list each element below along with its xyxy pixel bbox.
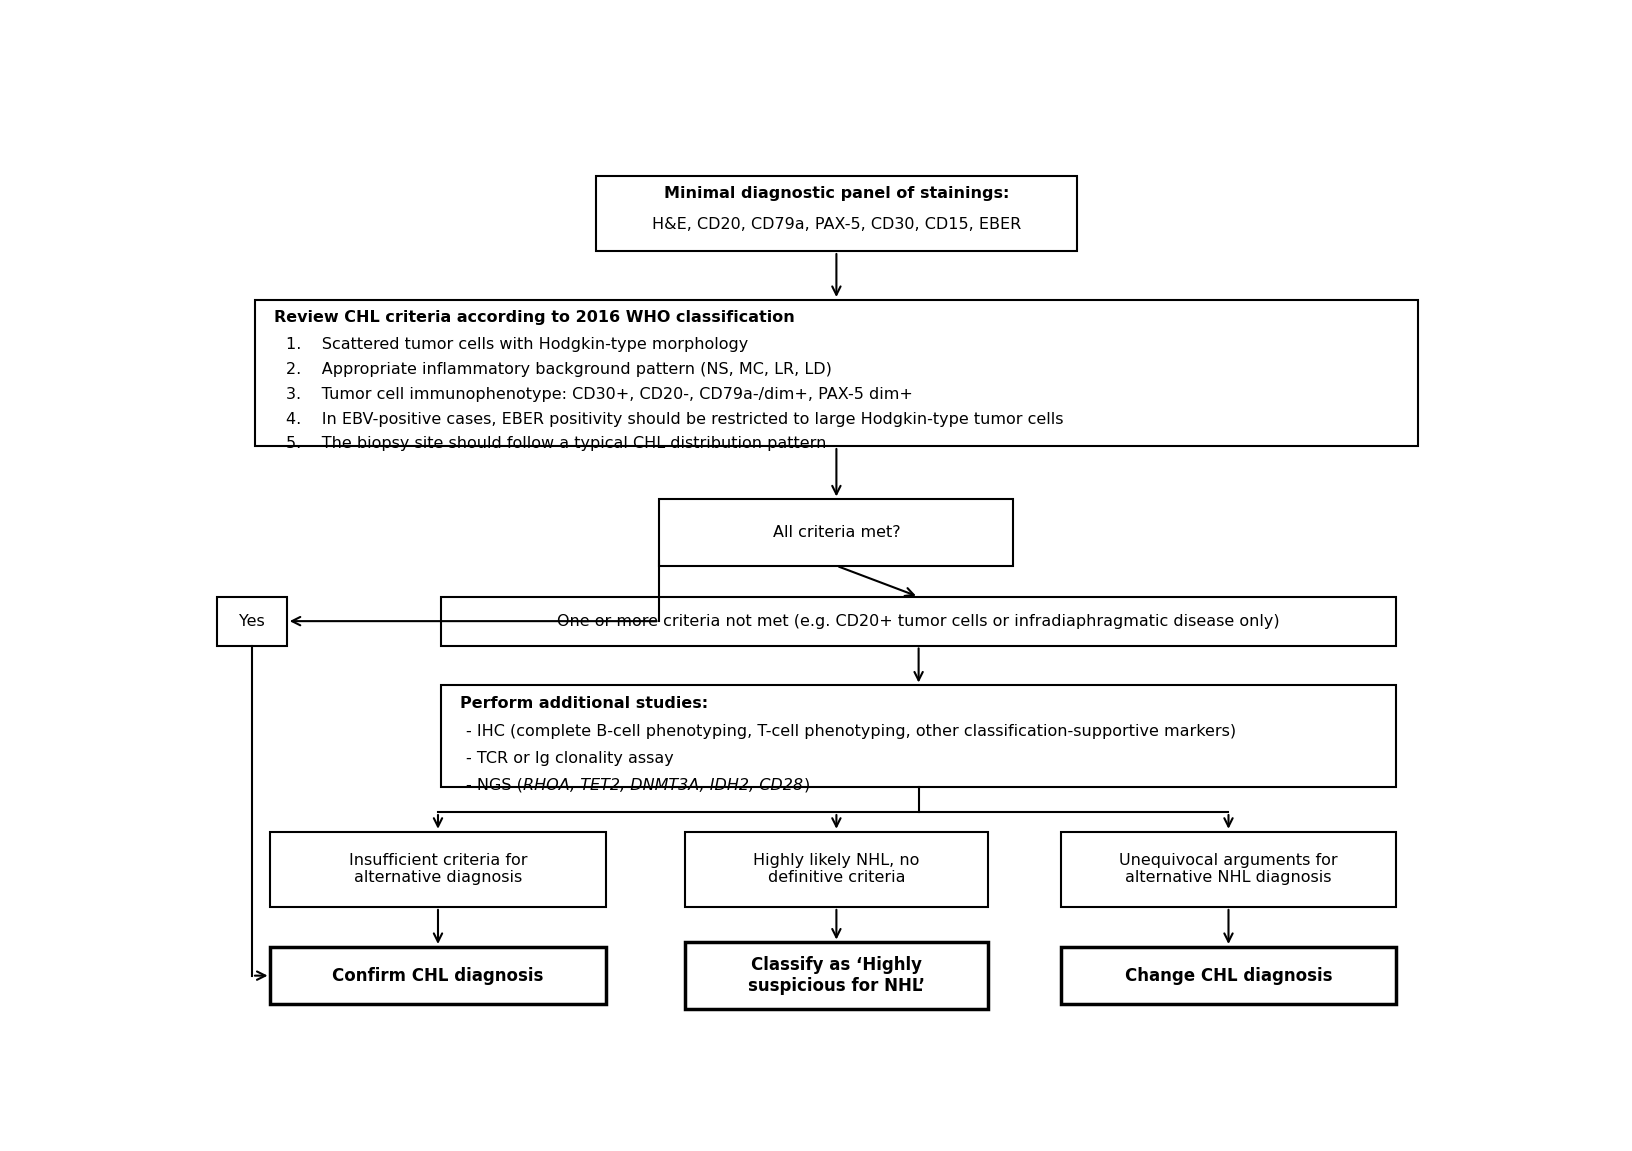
- FancyBboxPatch shape: [441, 596, 1395, 646]
- FancyBboxPatch shape: [217, 596, 287, 646]
- Text: 2.    Appropriate inflammatory background pattern (NS, MC, LR, LD): 2. Appropriate inflammatory background p…: [286, 361, 832, 376]
- Text: - IHC (complete B-cell phenotyping, T-cell phenotyping, other classification-sup: - IHC (complete B-cell phenotyping, T-ce…: [467, 724, 1237, 739]
- FancyBboxPatch shape: [441, 685, 1395, 787]
- FancyBboxPatch shape: [1061, 947, 1395, 1005]
- Text: Insufficient criteria for
alternative diagnosis: Insufficient criteria for alternative di…: [349, 853, 527, 885]
- Text: Unequivocal arguments for
alternative NHL diagnosis: Unequivocal arguments for alternative NH…: [1120, 853, 1338, 885]
- Text: 4.    In EBV-positive cases, EBER positivity should be restricted to large Hodgk: 4. In EBV-positive cases, EBER positivit…: [286, 412, 1064, 427]
- Text: All criteria met?: All criteria met?: [772, 525, 901, 540]
- Text: Perform additional studies:: Perform additional studies:: [460, 696, 708, 711]
- Text: Classify as ‘Highly
suspicious for NHL’: Classify as ‘Highly suspicious for NHL’: [747, 956, 925, 996]
- Text: - NGS (: - NGS (: [467, 778, 524, 793]
- FancyBboxPatch shape: [685, 943, 987, 1009]
- FancyBboxPatch shape: [255, 300, 1418, 447]
- Text: One or more criteria not met (e.g. CD20+ tumor cells or infradiaphragmatic disea: One or more criteria not met (e.g. CD20+…: [557, 613, 1279, 628]
- Text: Minimal diagnostic panel of stainings:: Minimal diagnostic panel of stainings:: [664, 186, 1009, 201]
- FancyBboxPatch shape: [596, 176, 1077, 251]
- FancyBboxPatch shape: [659, 500, 1013, 566]
- FancyBboxPatch shape: [271, 832, 605, 907]
- Text: - TCR or Ig clonality assay: - TCR or Ig clonality assay: [467, 750, 674, 765]
- Text: Review CHL criteria according to 2016 WHO classification: Review CHL criteria according to 2016 WH…: [274, 311, 795, 326]
- Text: H&E, CD20, CD79a, PAX-5, CD30, CD15, EBER: H&E, CD20, CD79a, PAX-5, CD30, CD15, EBE…: [651, 216, 1022, 231]
- FancyBboxPatch shape: [271, 947, 605, 1005]
- Text: RHOA, TET2, DNMT3A, IDH2, CD28: RHOA, TET2, DNMT3A, IDH2, CD28: [524, 778, 803, 793]
- Text: 5.    The biopsy site should follow a typical CHL distribution pattern: 5. The biopsy site should follow a typic…: [286, 436, 826, 451]
- Text: Confirm CHL diagnosis: Confirm CHL diagnosis: [333, 967, 543, 984]
- Text: Yes: Yes: [240, 613, 264, 628]
- Text: ): ): [803, 778, 809, 793]
- FancyBboxPatch shape: [1061, 832, 1395, 907]
- Text: 1.    Scattered tumor cells with Hodgkin-type morphology: 1. Scattered tumor cells with Hodgkin-ty…: [286, 337, 749, 352]
- FancyBboxPatch shape: [685, 832, 987, 907]
- Text: Highly likely NHL, no
definitive criteria: Highly likely NHL, no definitive criteri…: [754, 853, 919, 885]
- Text: Change CHL diagnosis: Change CHL diagnosis: [1124, 967, 1332, 984]
- Text: 3.    Tumor cell immunophenotype: CD30+, CD20-, CD79a-/dim+, PAX-5 dim+: 3. Tumor cell immunophenotype: CD30+, CD…: [286, 387, 912, 402]
